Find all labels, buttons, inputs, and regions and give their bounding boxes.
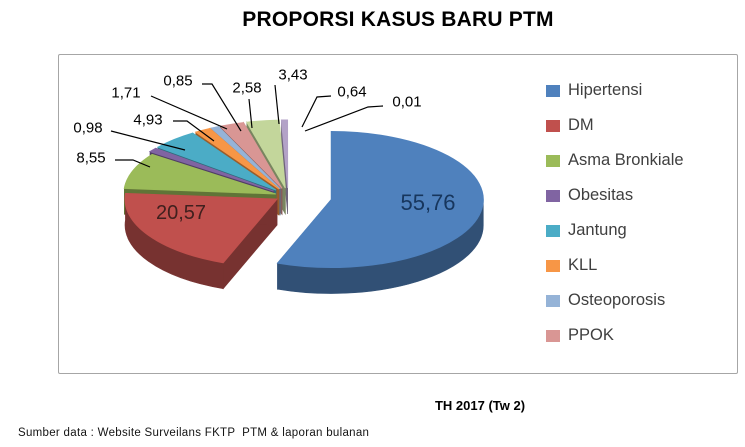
- pie-slice-dm: [124, 192, 279, 264]
- pie-slice-jantung: [156, 132, 277, 191]
- legend-item-ppok: PPOK: [546, 323, 684, 348]
- label-leader-line: [202, 83, 242, 132]
- pie-slice-slice-9: [280, 119, 289, 188]
- label-leader-line: [304, 105, 384, 132]
- legend-label: DM: [568, 116, 594, 134]
- legend-label: Osteoporosis: [568, 291, 666, 309]
- slice-value-label: 4,93: [133, 111, 163, 129]
- legend-item-kll: KLL: [546, 253, 684, 278]
- slice-value-label: 55,76: [400, 190, 456, 215]
- label-leader-line: [173, 120, 215, 142]
- legend-swatch: [546, 259, 560, 272]
- slice-value-label: 0,64: [337, 83, 367, 101]
- legend-label: Jantung: [568, 221, 627, 239]
- legend-swatch: [546, 154, 560, 167]
- legend-swatch: [546, 119, 560, 132]
- slice-value-label: 1,71: [111, 84, 141, 102]
- pie-slice-hipertensi: [276, 131, 484, 269]
- period-label: TH 2017 (Tw 2): [434, 398, 526, 413]
- legend-item-hipertensi: Hipertensi: [546, 78, 684, 103]
- source-note: Sumber data : Website Surveilans FKTP PT…: [18, 427, 370, 439]
- chart-title: PROPORSI KASUS BARU PTM: [242, 8, 554, 31]
- legend-label: Asma Bronkiale: [568, 151, 684, 169]
- slice-value-label: 0,85: [163, 72, 193, 90]
- slice-value-label: 3,43: [278, 66, 308, 84]
- slice-value-label: 8,55: [76, 149, 106, 167]
- legend-swatch: [546, 224, 560, 237]
- legend-label: Hipertensi: [568, 81, 643, 99]
- legend-swatch: [546, 84, 560, 97]
- label-leader-line: [115, 159, 151, 168]
- slice-value-label: 2,58: [232, 79, 262, 97]
- legend-item-jantung: Jantung: [546, 218, 684, 243]
- pie-slice-kll: [194, 127, 280, 190]
- legend-label: KLL: [568, 256, 598, 274]
- pie-slice-osteoporosis: [210, 126, 281, 190]
- pie-slice-asma-bronkiale: [123, 153, 276, 195]
- slice-value-label: 20,57: [155, 202, 207, 224]
- pie-slice-obesitas: [148, 147, 274, 192]
- legend-item-obesitas: Obesitas: [546, 183, 684, 208]
- legend-item-asma-bronkiale: Asma Bronkiale: [546, 148, 684, 173]
- legend-item-osteoporosis: Osteoporosis: [546, 288, 684, 313]
- label-leader-line: [274, 84, 280, 125]
- slice-value-label: 0,98: [73, 119, 103, 137]
- label-leader-line: [301, 95, 332, 128]
- legend-swatch: [546, 329, 560, 342]
- label-leader-line: [110, 130, 186, 151]
- legend-item-dm: DM: [546, 113, 684, 138]
- label-leader-line: [248, 98, 253, 129]
- legend-swatch: [546, 294, 560, 307]
- legend-swatch: [546, 189, 560, 202]
- slice-value-label: 0,01: [392, 93, 422, 111]
- legend-label: PPOK: [568, 326, 614, 344]
- legend: Hipertensi DM Asma Bronkiale Obesitas Jantun…: [546, 78, 684, 358]
- label-leader-line: [150, 95, 228, 130]
- legend-label: Obesitas: [568, 186, 634, 204]
